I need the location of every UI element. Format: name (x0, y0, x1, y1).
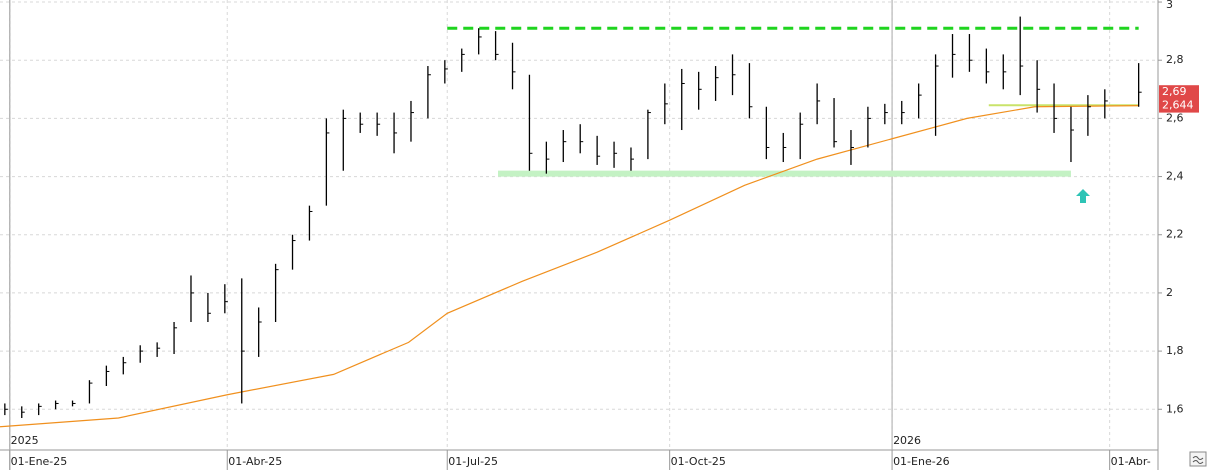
x-tick-label: 01-Jul-25 (448, 455, 498, 468)
y-tick-label: 1,6 (1166, 402, 1184, 415)
y-tick-label: 3 (1166, 0, 1173, 11)
price-tag-label: 2,69 (1162, 85, 1187, 98)
y-tick-label: 2,8 (1166, 53, 1184, 66)
plot: 1,6 1,8 2 2,2 2,4 2,6 2,8 3 01-Ene-25 01-Abr-25 01… (0, 0, 1184, 470)
price-tag-label: 2,644 (1162, 99, 1194, 112)
settings-icon (1192, 456, 1204, 464)
y-tick-label: 2,2 (1166, 228, 1184, 241)
x-tick-label: 01-Oct-25 (671, 455, 726, 468)
settings-button[interactable] (1189, 451, 1207, 467)
year-label: 2025 (11, 434, 39, 447)
year-label: 2026 (893, 434, 921, 447)
y-tick-label: 1,8 (1166, 344, 1184, 357)
x-tick-label: 01-Ene-26 (893, 455, 950, 468)
y-tick-label: 2,4 (1166, 170, 1184, 183)
x-tick-label: 01-Abr-25 (228, 455, 282, 468)
y-tick-label: 2,6 (1166, 111, 1184, 124)
x-tick-label: 01-Abr- (1111, 455, 1151, 468)
arrow-icon (1076, 189, 1090, 203)
y-tick-label: 2 (1166, 286, 1173, 299)
price-tag (1159, 85, 1199, 100)
price-tag (1159, 98, 1199, 113)
x-tick-label: 01-Ene-25 (11, 455, 68, 468)
moving-average (0, 104, 1139, 428)
